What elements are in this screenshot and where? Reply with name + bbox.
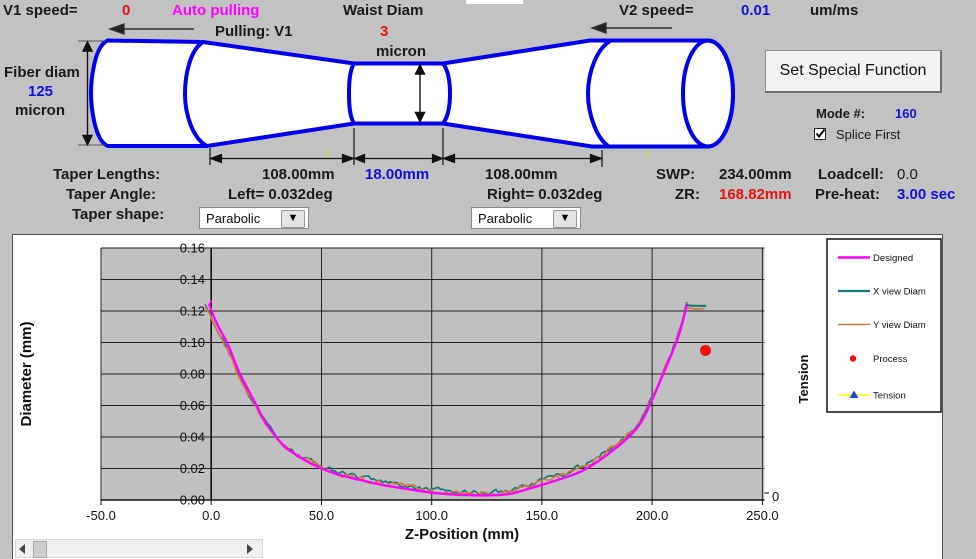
svg-text:150.0: 150.0 (526, 508, 559, 523)
svg-text:4: 4 (325, 148, 331, 160)
svg-text:0.14: 0.14 (180, 272, 205, 287)
svg-text:4: 4 (645, 148, 651, 160)
svg-text:0.0: 0.0 (202, 508, 220, 523)
svg-text:100.0: 100.0 (415, 508, 448, 523)
svg-text:0.06: 0.06 (180, 398, 205, 413)
svg-text:250.0: 250.0 (746, 508, 779, 523)
svg-text:-50.0: -50.0 (86, 508, 116, 523)
svg-text:Process: Process (873, 354, 908, 365)
svg-text:0.04: 0.04 (180, 430, 205, 445)
svg-text:0.08: 0.08 (180, 367, 205, 382)
svg-text:Tension: Tension (796, 355, 811, 404)
svg-text:Y view Diam: Y view Diam (873, 320, 926, 331)
svg-text:0.16: 0.16 (180, 241, 205, 256)
svg-text:0.10: 0.10 (180, 335, 205, 350)
svg-text:Designed: Designed (873, 253, 913, 264)
svg-text:200.0: 200.0 (636, 508, 669, 523)
svg-text:0: 0 (772, 489, 779, 504)
svg-text:0.00: 0.00 (180, 493, 205, 508)
svg-text:0.02: 0.02 (180, 461, 205, 476)
svg-text:0.12: 0.12 (180, 304, 205, 319)
svg-text:Z-Position (mm): Z-Position (mm) (405, 526, 519, 543)
svg-text:X view Diam: X view Diam (873, 287, 926, 298)
svg-text:Diameter (mm): Diameter (mm) (18, 321, 35, 426)
svg-text:Tension: Tension (873, 391, 906, 402)
svg-text:50.0: 50.0 (309, 508, 334, 523)
